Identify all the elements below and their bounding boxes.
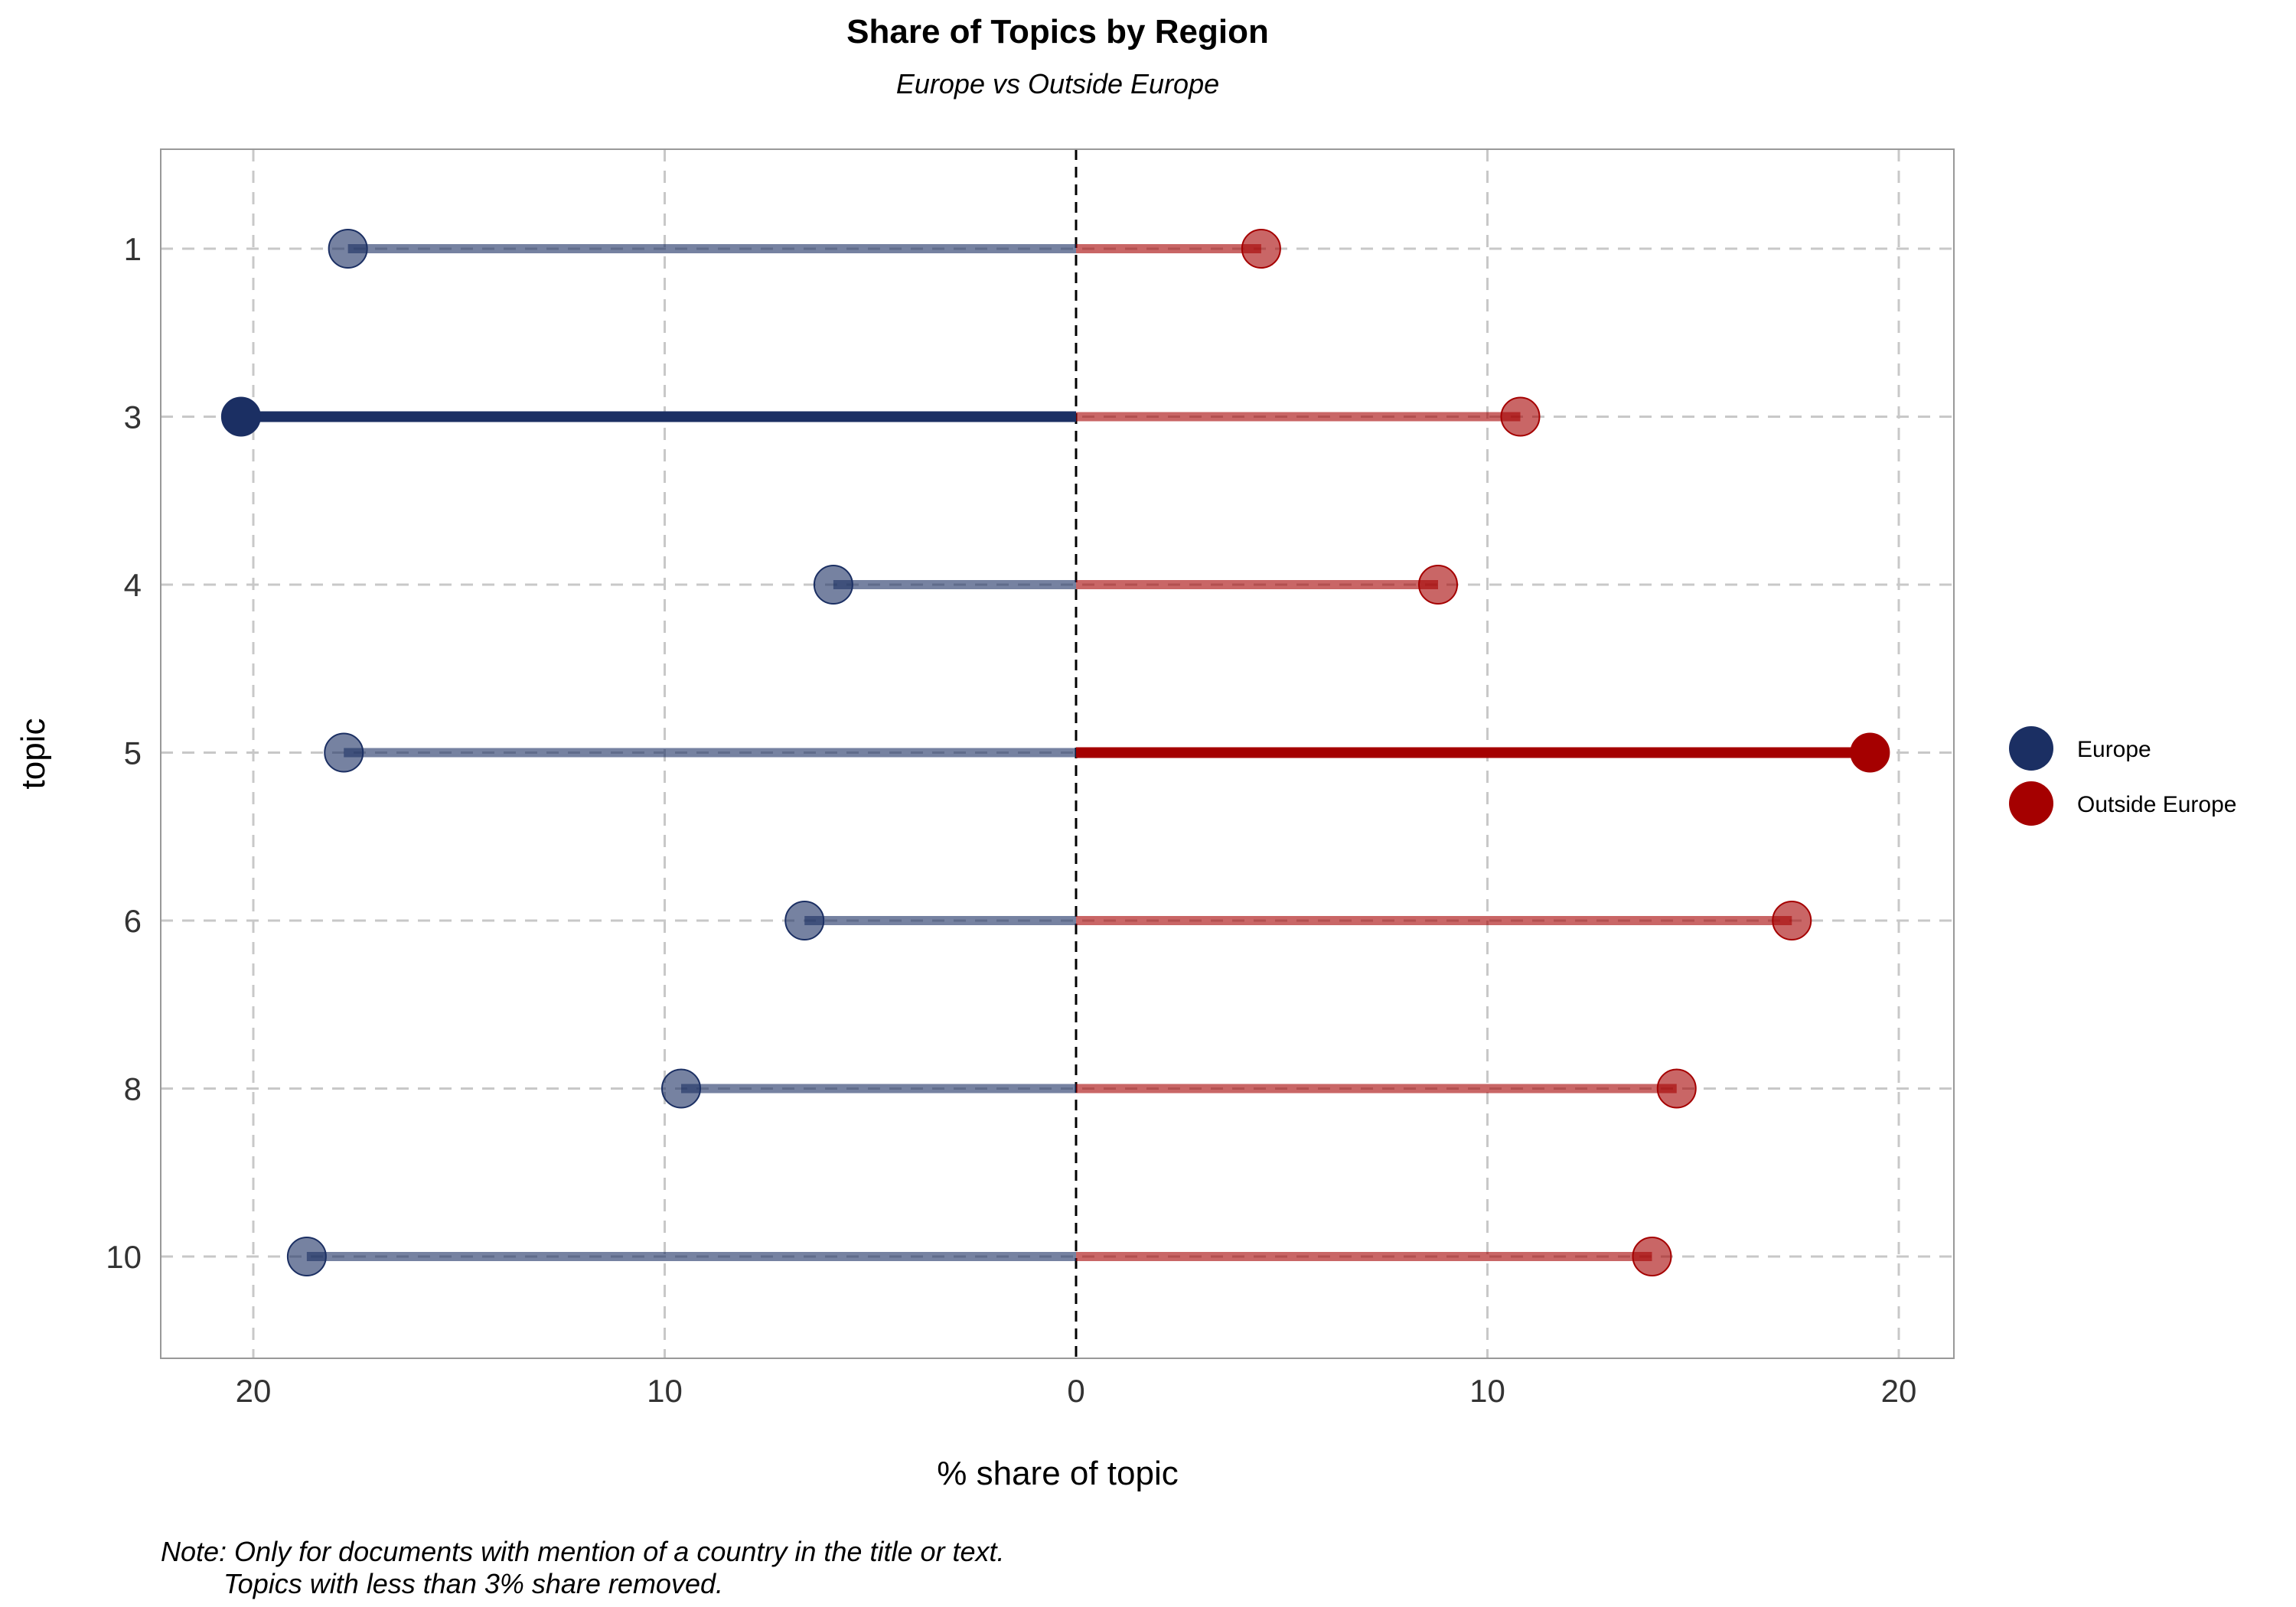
x-tick-labels: 20 10 0 10 20	[236, 1373, 1917, 1409]
y-tick-label: 6	[124, 903, 142, 939]
series-1-point	[1500, 396, 1541, 437]
series-0-point	[324, 732, 364, 773]
y-tick-label: 4	[124, 567, 142, 603]
series-1-point	[1418, 565, 1458, 605]
series-1-point	[1656, 1068, 1697, 1109]
x-axis-label: % share of topic	[937, 1455, 1179, 1492]
x-tick-label: 20	[1881, 1373, 1917, 1409]
series-1-point	[1241, 229, 1281, 269]
y-tick-labels: 1 3 4 5 6 8 10	[106, 231, 142, 1275]
series-0-point	[286, 1237, 327, 1276]
series-1-point	[1850, 732, 1890, 773]
y-tick-label: 5	[124, 735, 142, 771]
series-0-point	[784, 901, 825, 940]
series	[220, 229, 1890, 1276]
series-1-point	[1772, 901, 1812, 940]
chart-title: Share of Topics by Region	[846, 13, 1269, 51]
note-line-1: Note: Only for documents with mention of…	[161, 1536, 1005, 1567]
chart-subtitle: Europe vs Outside Europe	[896, 68, 1219, 99]
x-tick-label: 10	[1469, 1373, 1505, 1409]
series-0-point	[661, 1068, 701, 1109]
legend-marker	[2009, 726, 2053, 771]
y-tick-label: 1	[124, 231, 142, 267]
y-tick-label: 8	[124, 1071, 142, 1107]
y-tick-label: 3	[124, 399, 142, 435]
legend-label: Outside Europe	[2077, 792, 2236, 817]
series-0-point	[813, 565, 853, 605]
note-line-2: Topics with less than 3% share removed.	[223, 1568, 723, 1599]
x-tick-label: 20	[236, 1373, 272, 1409]
legend: Europe Outside Europe	[2009, 726, 2236, 826]
series-0-point	[328, 229, 368, 269]
y-tick-label: 10	[106, 1239, 142, 1275]
series-1-point	[1632, 1237, 1672, 1276]
y-axis-label: topic	[15, 719, 52, 790]
x-tick-label: 0	[1067, 1373, 1084, 1409]
legend-label: Europe	[2077, 737, 2151, 762]
legend-marker	[2009, 781, 2053, 826]
plot-border	[160, 148, 1955, 1359]
series-0-point	[220, 396, 261, 437]
x-tick-label: 10	[647, 1373, 683, 1409]
